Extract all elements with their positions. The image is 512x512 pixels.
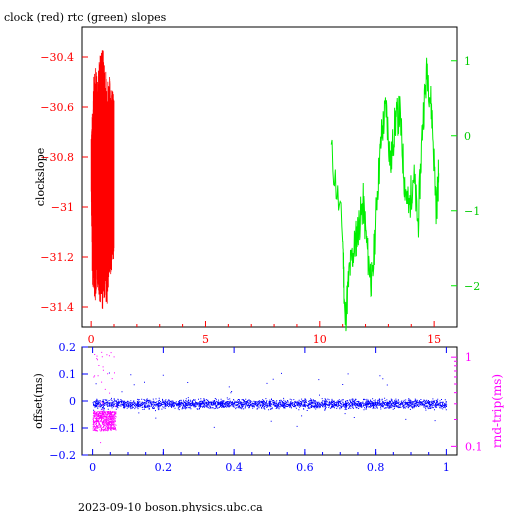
bottom-x-tick-label: 1: [443, 461, 450, 474]
bottom-x-tick-label: 0.4: [225, 461, 243, 474]
top-y-tick-label: −31: [51, 201, 74, 214]
series-line-rtc: [330, 57, 440, 332]
bottom-y-tick-label: −0.2: [49, 449, 76, 462]
top-x-tick-label: 10: [313, 333, 327, 346]
top-y-tick-label: −31.2: [40, 251, 74, 264]
bottom-x-tick-label: 0.2: [155, 461, 173, 474]
bottom-plot: 0 0.2 0.4 0.6 0.8 1 0.2 0.1 0 −0.1 −0.2 1 0.1 offset…: [32, 341, 504, 474]
bottom-y2-tick-label: 0.1: [465, 440, 483, 453]
top-x-tick-label: 5: [202, 333, 209, 346]
top-y2-tick-label: −2: [464, 280, 480, 293]
top-x-tick-label: 0: [88, 333, 95, 346]
top-plot: 0 5 10 15−30.4−30.6−30.8−31−31.2−31.410−1−2…: [34, 26, 480, 346]
top-y2-tick-label: −1: [464, 205, 480, 218]
bottom-y2-tick-label: 1: [465, 351, 472, 364]
series-points-rndtrip: [92, 351, 117, 444]
top-y-tick-label: −30.8: [40, 151, 74, 164]
top-plot-area: 0 5 10 15−30.4−30.6−30.8−31−31.2−31.410−1−2: [40, 50, 480, 346]
top-x-tick-label: 15: [427, 333, 441, 346]
top-y-tick-label: −30.6: [40, 101, 74, 114]
top-y2-tick-label: 1: [464, 55, 471, 68]
bottom-ylabel: offset(ms): [32, 373, 45, 429]
bottom-y-tick-label: 0.2: [59, 341, 77, 354]
bottom-x-tick-label: 0: [89, 461, 96, 474]
footer-text: 2023-09-10 boson.physics.ubc.ca: [78, 501, 263, 512]
chart-title: clock (red) rtc (green) slopes: [4, 11, 167, 24]
top-plot-frame: [81, 26, 458, 328]
top-y-tick-label: −31.4: [40, 301, 74, 314]
series-line-clock: [90, 50, 115, 310]
bottom-plot-area: 0 0.2 0.4 0.6 0.8 1 0.2 0.1 0 −0.1 −0.2 1 0.1: [49, 341, 482, 474]
top-y2-tick-label: 0: [464, 130, 471, 143]
top-ylabel: clockslope: [34, 148, 47, 206]
series-points-offset: [92, 372, 448, 428]
top-y-tick-label: −30.4: [40, 51, 74, 64]
bottom-x-tick-label: 0.6: [296, 461, 314, 474]
bottom-y-tick-label: 0.1: [59, 368, 77, 381]
bottom-y2label: rnd-trip(ms): [490, 374, 504, 448]
bottom-y-tick-label: −0.1: [49, 422, 76, 435]
bottom-x-tick-label: 0.8: [367, 461, 385, 474]
bottom-y-tick-label: 0: [69, 395, 76, 408]
